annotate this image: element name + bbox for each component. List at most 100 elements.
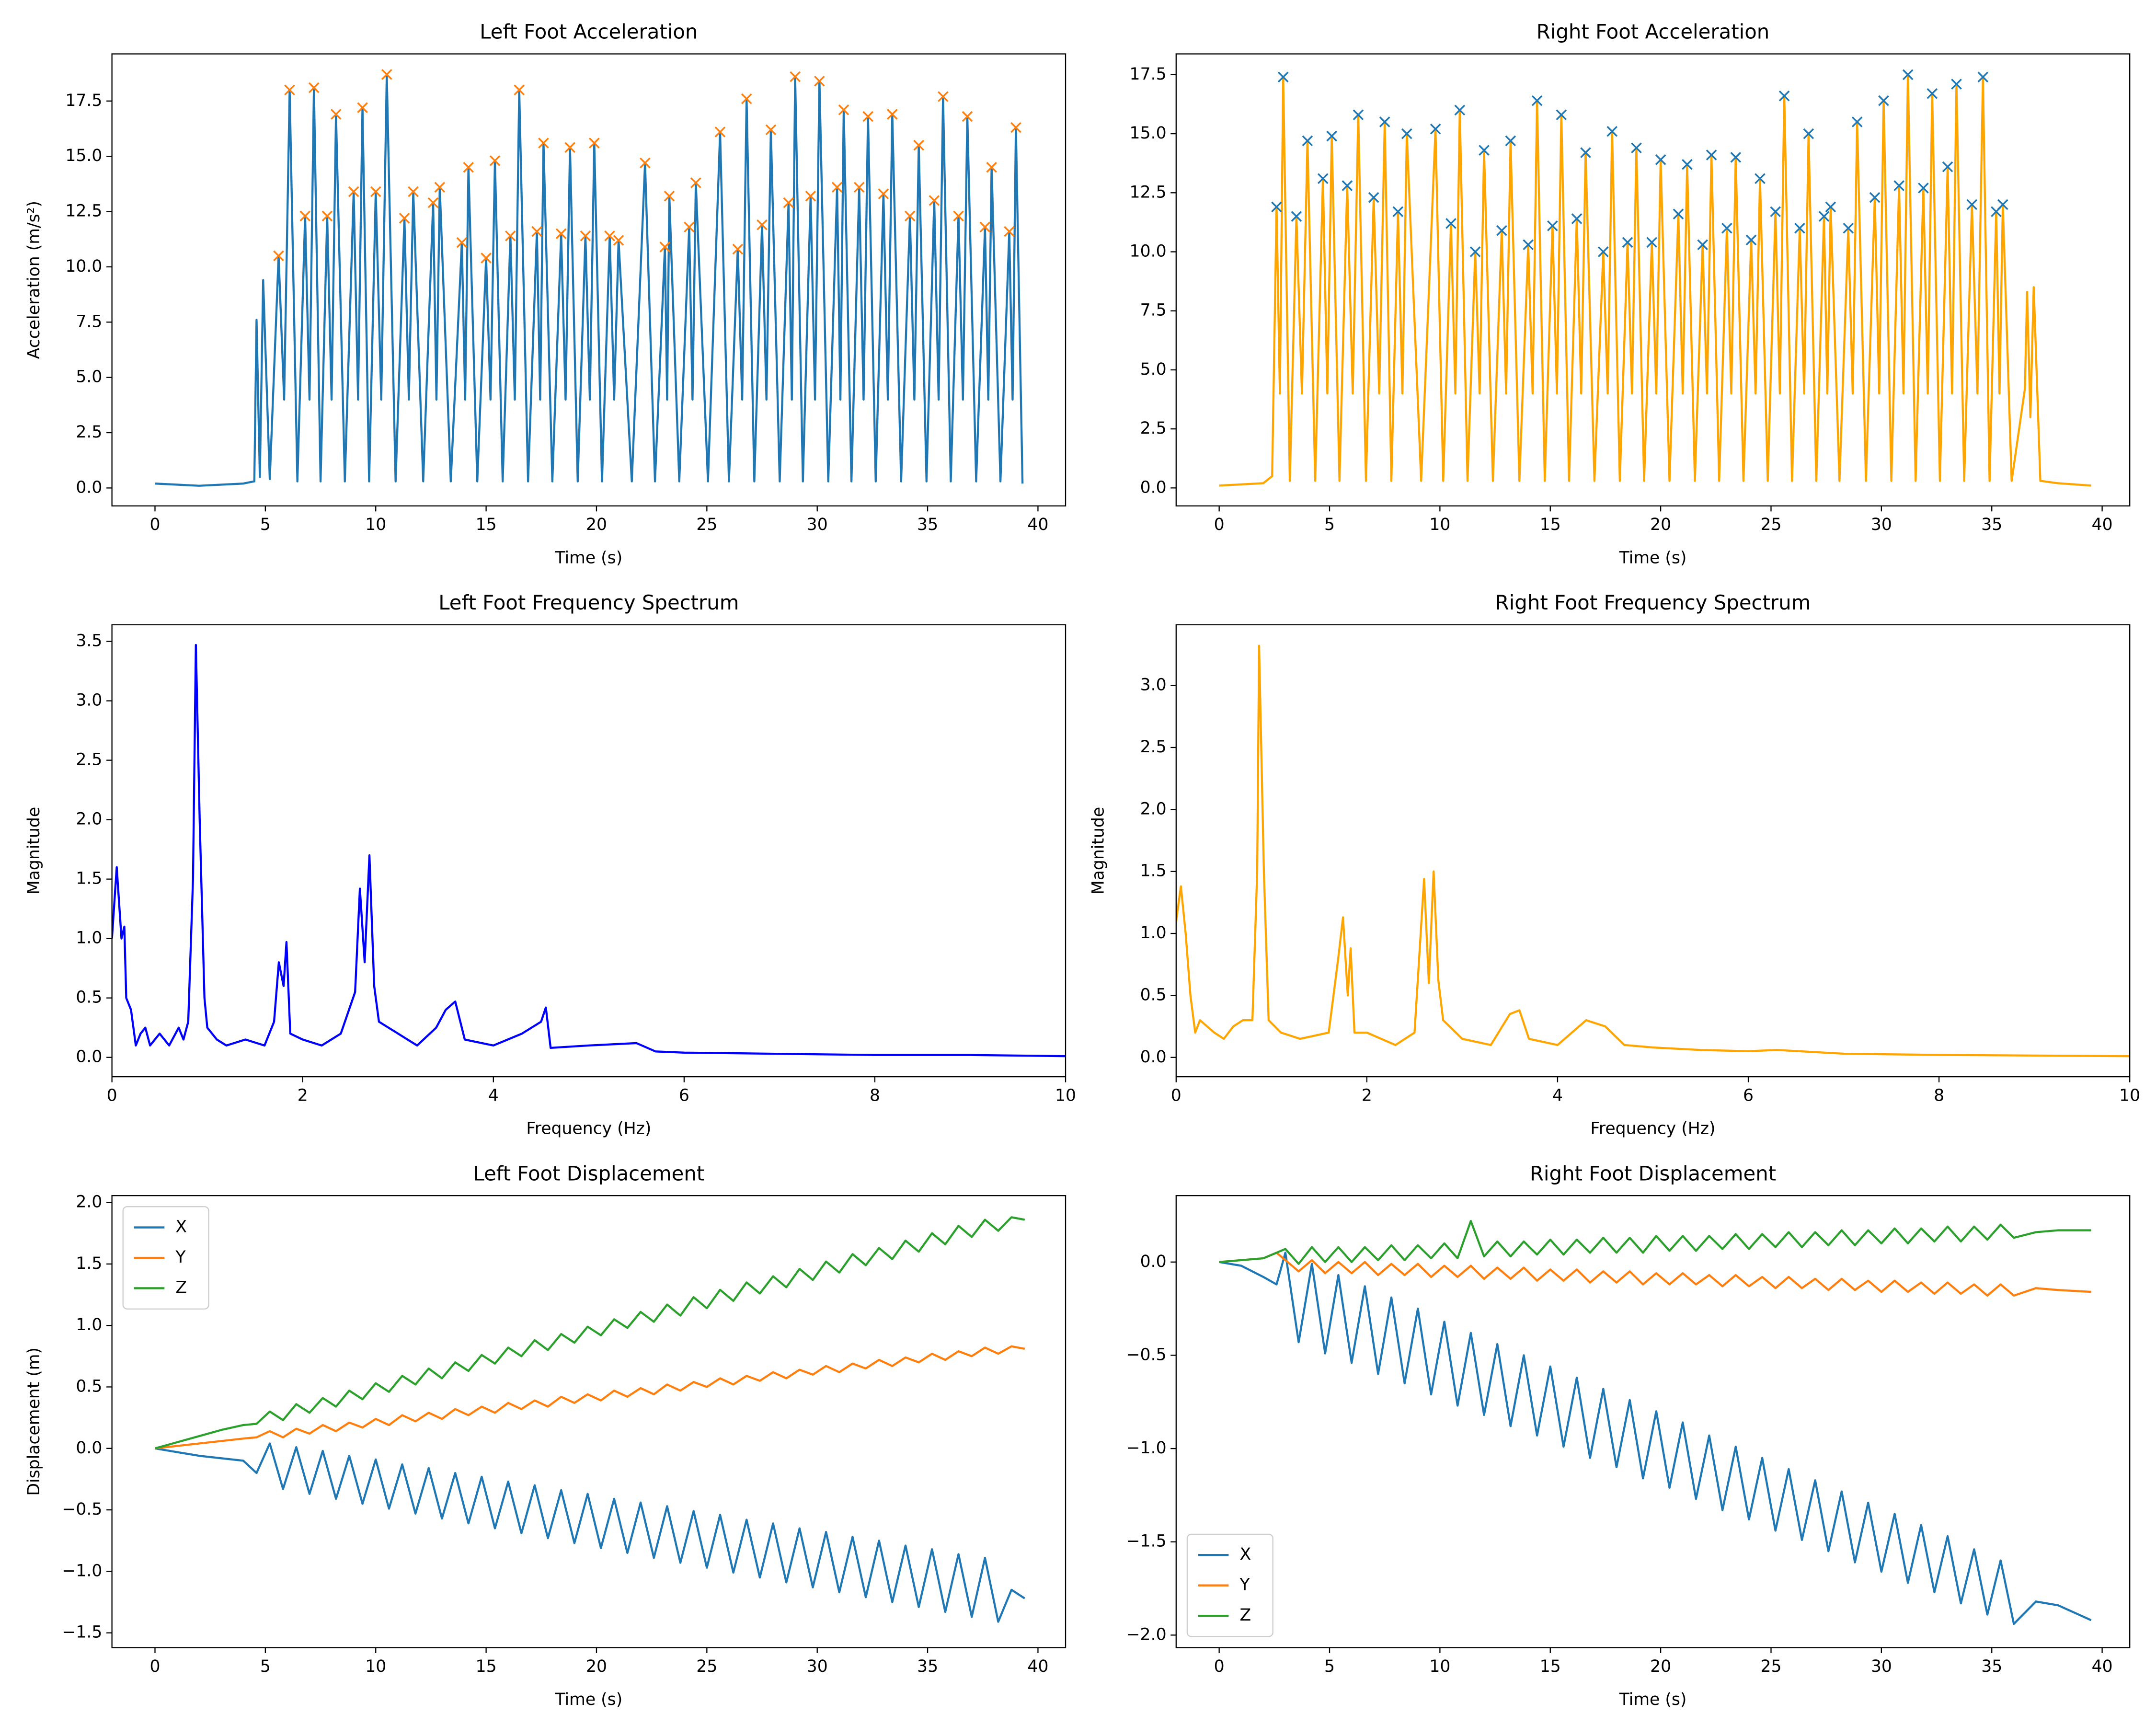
chart-title: Right Foot Frequency Spectrum xyxy=(1495,591,1811,614)
x-tick-label: 10 xyxy=(365,515,386,534)
peak-marker xyxy=(505,230,516,242)
x-axis-label: Time (s) xyxy=(1619,548,1687,567)
plot-area xyxy=(112,644,1066,1058)
peak-marker xyxy=(580,230,591,242)
peak-marker xyxy=(1379,116,1390,127)
x-tick-label: 30 xyxy=(807,1657,828,1676)
peak-marker xyxy=(273,250,284,262)
peak-marker xyxy=(1598,246,1609,257)
x-tick-label: 40 xyxy=(1027,515,1048,534)
peak-marker xyxy=(1479,145,1490,156)
legend-box xyxy=(1186,1533,1273,1637)
y-tick-label: 1.5 xyxy=(76,869,102,888)
peak-marker xyxy=(1445,218,1456,229)
peak-marker xyxy=(714,126,726,138)
axes-frame xyxy=(111,624,1067,1078)
y-tick-label: 3.0 xyxy=(76,691,102,710)
x-tick-label: 20 xyxy=(586,1657,607,1676)
data-line xyxy=(155,1442,1025,1623)
peak-marker xyxy=(531,226,542,237)
x-tick-label: 20 xyxy=(1650,515,1671,534)
peak-marker xyxy=(357,102,368,113)
y-tick-label: −1.5 xyxy=(62,1623,102,1642)
chart-title: Right Foot Acceleration xyxy=(1537,20,1770,44)
peak-marker xyxy=(732,243,744,255)
y-tick-label: 2.0 xyxy=(1140,799,1167,818)
x-tick-label: 2 xyxy=(298,1086,308,1105)
legend-label: Y xyxy=(1239,1576,1250,1595)
x-tick-label: 5 xyxy=(260,1657,271,1676)
peak-marker xyxy=(330,109,342,120)
data-line xyxy=(112,644,1066,1058)
peak-marker xyxy=(1682,159,1693,170)
x-tick-label: 30 xyxy=(1871,515,1892,534)
peak-marker xyxy=(962,111,973,122)
y-tick-label: 15.0 xyxy=(1130,124,1167,143)
x-tick-label: 0 xyxy=(149,1657,160,1676)
x-tick-label: 4 xyxy=(488,1086,499,1105)
peak-marker xyxy=(1531,95,1543,106)
peak-marker xyxy=(1878,95,1889,106)
x-tick-label: 0 xyxy=(1171,1086,1181,1105)
x-tick-label: 10 xyxy=(1055,1086,1076,1105)
peak-marker xyxy=(1927,88,1938,99)
peak-marker xyxy=(1745,234,1757,246)
legend-label: Z xyxy=(1240,1606,1251,1625)
peak-marker xyxy=(613,235,624,246)
peak-marker xyxy=(1392,206,1404,218)
peak-marker xyxy=(1706,150,1717,161)
x-tick-label: 20 xyxy=(586,515,607,534)
peak-marker xyxy=(1918,183,1929,194)
peak-marker xyxy=(564,142,576,153)
x-tick-label: 6 xyxy=(679,1086,689,1105)
peak-marker xyxy=(783,197,794,208)
y-tick-label: 2.0 xyxy=(76,810,102,829)
y-tick-label: 12.5 xyxy=(65,202,102,221)
x-tick-label: 5 xyxy=(1324,515,1335,534)
peak-marker xyxy=(348,186,359,197)
peak-marker xyxy=(1291,211,1302,222)
peak-marker xyxy=(1755,173,1766,184)
y-axis-label: Displacement (m) xyxy=(24,1347,44,1496)
peak-marker xyxy=(805,190,816,202)
peak-marker xyxy=(1966,199,1978,210)
peak-marker xyxy=(765,124,777,136)
x-axis-label: Time (s) xyxy=(554,1690,622,1709)
x-tick-label: 40 xyxy=(2092,1657,2113,1676)
peak-marker xyxy=(1697,239,1708,251)
peak-marker xyxy=(1010,122,1021,133)
peak-marker xyxy=(1902,69,1914,80)
y-tick-label: 2.0 xyxy=(76,1193,102,1212)
peak-marker xyxy=(831,182,843,193)
peak-marker xyxy=(1730,152,1742,163)
x-tick-label: 15 xyxy=(1540,515,1561,534)
data-line xyxy=(1219,1219,2091,1265)
peak-marker xyxy=(1673,208,1684,219)
data-line xyxy=(1219,1252,2092,1625)
y-tick-label: 17.5 xyxy=(65,91,102,110)
y-tick-label: 0.0 xyxy=(76,1047,102,1067)
peak-marker xyxy=(456,237,468,248)
x-tick-label: 0 xyxy=(107,1086,117,1105)
y-tick-label: 2.5 xyxy=(1140,737,1167,757)
peak-marker xyxy=(1469,246,1481,257)
peak-marker xyxy=(1580,147,1591,158)
peak-marker xyxy=(790,71,801,82)
peak-marker xyxy=(514,84,525,96)
peak-marker xyxy=(1401,128,1412,139)
peak-marker xyxy=(555,228,567,240)
y-tick-label: 0.0 xyxy=(1140,1047,1167,1067)
peak-marker xyxy=(913,139,924,151)
y-tick-label: 1.0 xyxy=(1140,923,1167,943)
y-tick-label: 0.0 xyxy=(76,1438,102,1458)
peak-marker xyxy=(1977,71,1989,83)
peak-marker xyxy=(308,82,320,93)
x-tick-label: 0 xyxy=(149,515,160,534)
peak-marker xyxy=(463,161,474,173)
axes-frame xyxy=(1175,1195,2131,1648)
y-tick-label: 1.5 xyxy=(76,1254,102,1273)
x-tick-label: 25 xyxy=(1760,515,1781,534)
peak-marker xyxy=(838,104,849,115)
y-tick-label: 0.5 xyxy=(76,988,102,1007)
